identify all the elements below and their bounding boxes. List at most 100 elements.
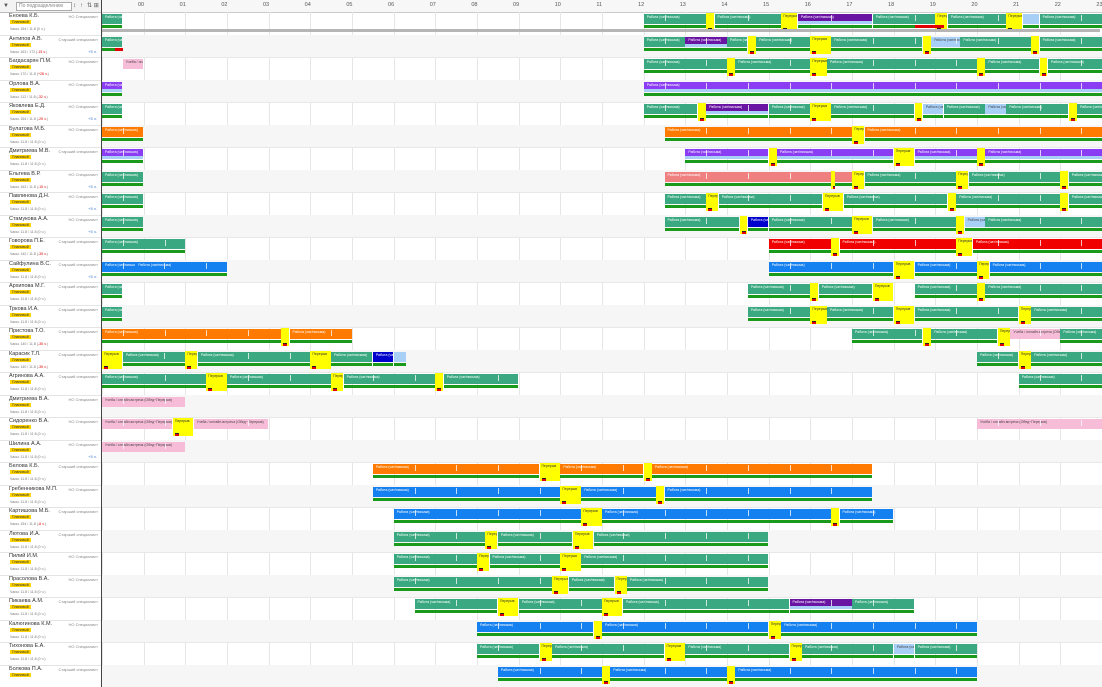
shift-block[interactable]: Работа (чат/письма) — [489, 554, 560, 564]
shift-block[interactable]: Работа (чат/письма) — [664, 171, 831, 182]
shift-block[interactable]: Работа (чат/письма) — [985, 149, 1102, 159]
break-block[interactable]: Перерыв — [768, 620, 781, 639]
shift-block[interactable]: Работа (чат/письма) — [989, 261, 1102, 272]
shift-block[interactable]: Работа (чат/письма) — [931, 36, 960, 47]
shift-block[interactable]: Работа (чат/письма) — [560, 464, 644, 474]
shift-block[interactable]: Работа (чат/письма) — [872, 216, 956, 227]
employee-row[interactable]: Болкова П.А. Старший специалист Плановый — [0, 665, 101, 687]
shift-block[interactable]: Работа (чат/письма) — [960, 36, 1031, 47]
shift-block[interactable] — [393, 351, 406, 362]
shift-block[interactable] — [1022, 14, 1040, 24]
shift-block[interactable]: Работа (чат/письма) — [477, 644, 540, 654]
break-block[interactable] — [922, 35, 931, 54]
shift-block[interactable]: Работа (чат/письма) — [102, 81, 123, 92]
break-block[interactable]: Перерыв — [560, 485, 581, 504]
shift-block[interactable]: Работа (чат/письма) — [685, 644, 790, 654]
shift-block[interactable]: Работа (чат/письма) — [102, 104, 123, 114]
shift-block[interactable]: Работа (чат/письма) — [102, 284, 123, 294]
break-block[interactable]: Перерыв — [572, 530, 594, 549]
shift-block[interactable]: Работа (чат/письма) — [602, 621, 769, 632]
shift-block[interactable]: Работа (чат/письма) — [1047, 59, 1102, 69]
break-block[interactable]: Перерыв — [852, 215, 873, 234]
break-block[interactable] — [831, 238, 840, 256]
employee-row[interactable]: Агринова А.А. Старший специалист Плановый Ч… — [0, 372, 101, 396]
shift-block[interactable]: Работа (чат/письма) — [372, 351, 394, 362]
shift-block[interactable]: Работа (чат/письма) — [1006, 104, 1069, 114]
shift-block[interactable]: Работа (чат/письма) — [968, 171, 1060, 182]
break-block[interactable] — [593, 620, 602, 639]
shift-block[interactable]: Работа (чат/письма) — [747, 216, 769, 227]
break-block[interactable]: Перерыв — [614, 575, 627, 594]
break-block[interactable]: Перерыв — [206, 373, 227, 391]
break-block[interactable] — [727, 58, 735, 76]
break-block[interactable]: Перерыв — [852, 170, 865, 189]
break-block[interactable] — [1060, 193, 1069, 211]
shift-block[interactable]: Учеба / онлайн-встреча (Обед~Перерыв) — [1010, 329, 1060, 339]
shift-block[interactable]: Работа (чат/письма) — [1031, 351, 1102, 362]
shift-block[interactable]: Работа (чат/письма) — [1077, 104, 1102, 114]
shift-block[interactable]: Работа (чат/письма) — [372, 486, 560, 497]
shift-block[interactable]: Работа (чат/письма) — [581, 486, 656, 497]
shift-block[interactable]: Работа (чат/письма) — [1068, 171, 1102, 182]
extra-hours-link[interactable]: +5 ч. — [88, 116, 97, 121]
shift-block[interactable]: Работа (чат/письма) — [852, 599, 915, 609]
shift-block[interactable]: Учеба / онлайн-встреча (Обед~Перерыв) — [102, 441, 185, 452]
shift-block[interactable]: Работа (чат/письма) — [839, 239, 956, 249]
shift-block[interactable]: Работа (чат/письма) — [643, 36, 685, 47]
break-block[interactable]: Перерыв — [560, 553, 581, 571]
shift-block[interactable]: Работа (чат/письма) — [843, 194, 948, 204]
shift-block[interactable]: Работа (чат/письма) — [872, 14, 935, 24]
break-block[interactable] — [1039, 58, 1048, 76]
break-block[interactable]: Перерыв — [581, 508, 602, 526]
shift-block[interactable]: Работа (чат/письма) — [914, 644, 977, 654]
shift-block[interactable]: Работа (чат/письма) — [443, 374, 519, 384]
break-block[interactable]: Перерыв — [706, 193, 719, 211]
shift-block[interactable]: Работа (чат/письма) — [985, 59, 1040, 69]
employee-row[interactable]: Лютова И.А. Старший специалист Плановый Час… — [0, 530, 101, 553]
break-block[interactable] — [914, 103, 923, 121]
shift-block[interactable]: Работа (чат/письма) — [718, 194, 823, 204]
employee-row[interactable]: Калюгинова К.М. НО Специалист Плановый Часы… — [0, 620, 101, 643]
shift-block[interactable]: Работа (чат/письма) — [627, 576, 769, 587]
employee-row[interactable]: Говорова П.Е. Старший специалист Плановый Ч… — [0, 237, 101, 261]
shift-block[interactable]: Работа (чат/письма) — [922, 104, 944, 114]
shift-block[interactable]: Работа (чат/письма) — [602, 509, 831, 519]
shift-block[interactable]: Работа (чат/письма) — [581, 554, 769, 564]
shift-block[interactable]: Работа (чат/письма) — [747, 306, 810, 317]
break-block[interactable]: Перерыв — [893, 260, 915, 279]
shift-block[interactable]: Работа (чат/письма) — [102, 261, 135, 272]
shift-block[interactable]: Работа (чат/письма) — [781, 621, 977, 632]
shift-block[interactable]: Работа (чат/письма) — [735, 59, 810, 69]
shift-block[interactable]: Работа (чат/письма) — [768, 261, 894, 272]
shift-block[interactable]: Работа (чат/письма) — [685, 149, 769, 159]
break-block[interactable]: Перерыв — [893, 148, 915, 166]
shift-block[interactable]: Работа (чат/письма) — [664, 216, 740, 227]
shift-block[interactable]: Работа (чат/письма) — [777, 149, 894, 159]
shift-block[interactable]: Работа (чат/письма) — [102, 374, 206, 384]
shift-block[interactable]: Работа (чат/письма) — [664, 194, 706, 204]
employee-row[interactable]: Картишова М.Б. Старший специалист Плановый… — [0, 507, 101, 531]
shift-block[interactable]: Работа (чат/письма) — [102, 306, 123, 317]
shift-block[interactable]: Работа (чат/письма) — [735, 666, 977, 677]
break-block[interactable]: Перерыв — [477, 553, 490, 571]
break-block[interactable] — [810, 283, 819, 301]
break-block[interactable]: Перерыв — [956, 170, 969, 189]
break-block[interactable] — [739, 215, 748, 234]
break-block[interactable] — [977, 58, 985, 76]
break-block[interactable]: Перерыв — [810, 305, 827, 324]
employee-row[interactable]: Сидоренко В.А. НО Специалист Плановый Часы:… — [0, 417, 101, 441]
break-block[interactable] — [602, 665, 610, 684]
extra-hours-link[interactable]: +5 ч. — [88, 228, 97, 234]
employee-row[interactable]: Белова К.Б. Старший специалист Плановый Час… — [0, 462, 101, 486]
employee-row[interactable]: Ельтева В.Р. НО Специалист Плановый Часы: 1… — [0, 170, 101, 193]
shift-block[interactable]: Работа (чат/письма) — [972, 239, 1102, 249]
shift-block[interactable]: Работа (чат/письма) — [893, 644, 915, 654]
shift-block[interactable]: Работа (чат/письма) — [102, 36, 123, 47]
break-block[interactable] — [831, 508, 840, 526]
break-block[interactable] — [435, 373, 444, 391]
shift-block[interactable]: Работа (чат/письма) — [102, 239, 185, 249]
shift-block[interactable]: Работа (чат/письма) — [593, 531, 769, 542]
employee-row[interactable]: Дмитриева В.А. НО Специалист Плановый Часы:… — [0, 395, 101, 418]
shift-block[interactable]: Работа (чат/письма) — [477, 621, 594, 632]
break-block[interactable] — [947, 193, 956, 211]
